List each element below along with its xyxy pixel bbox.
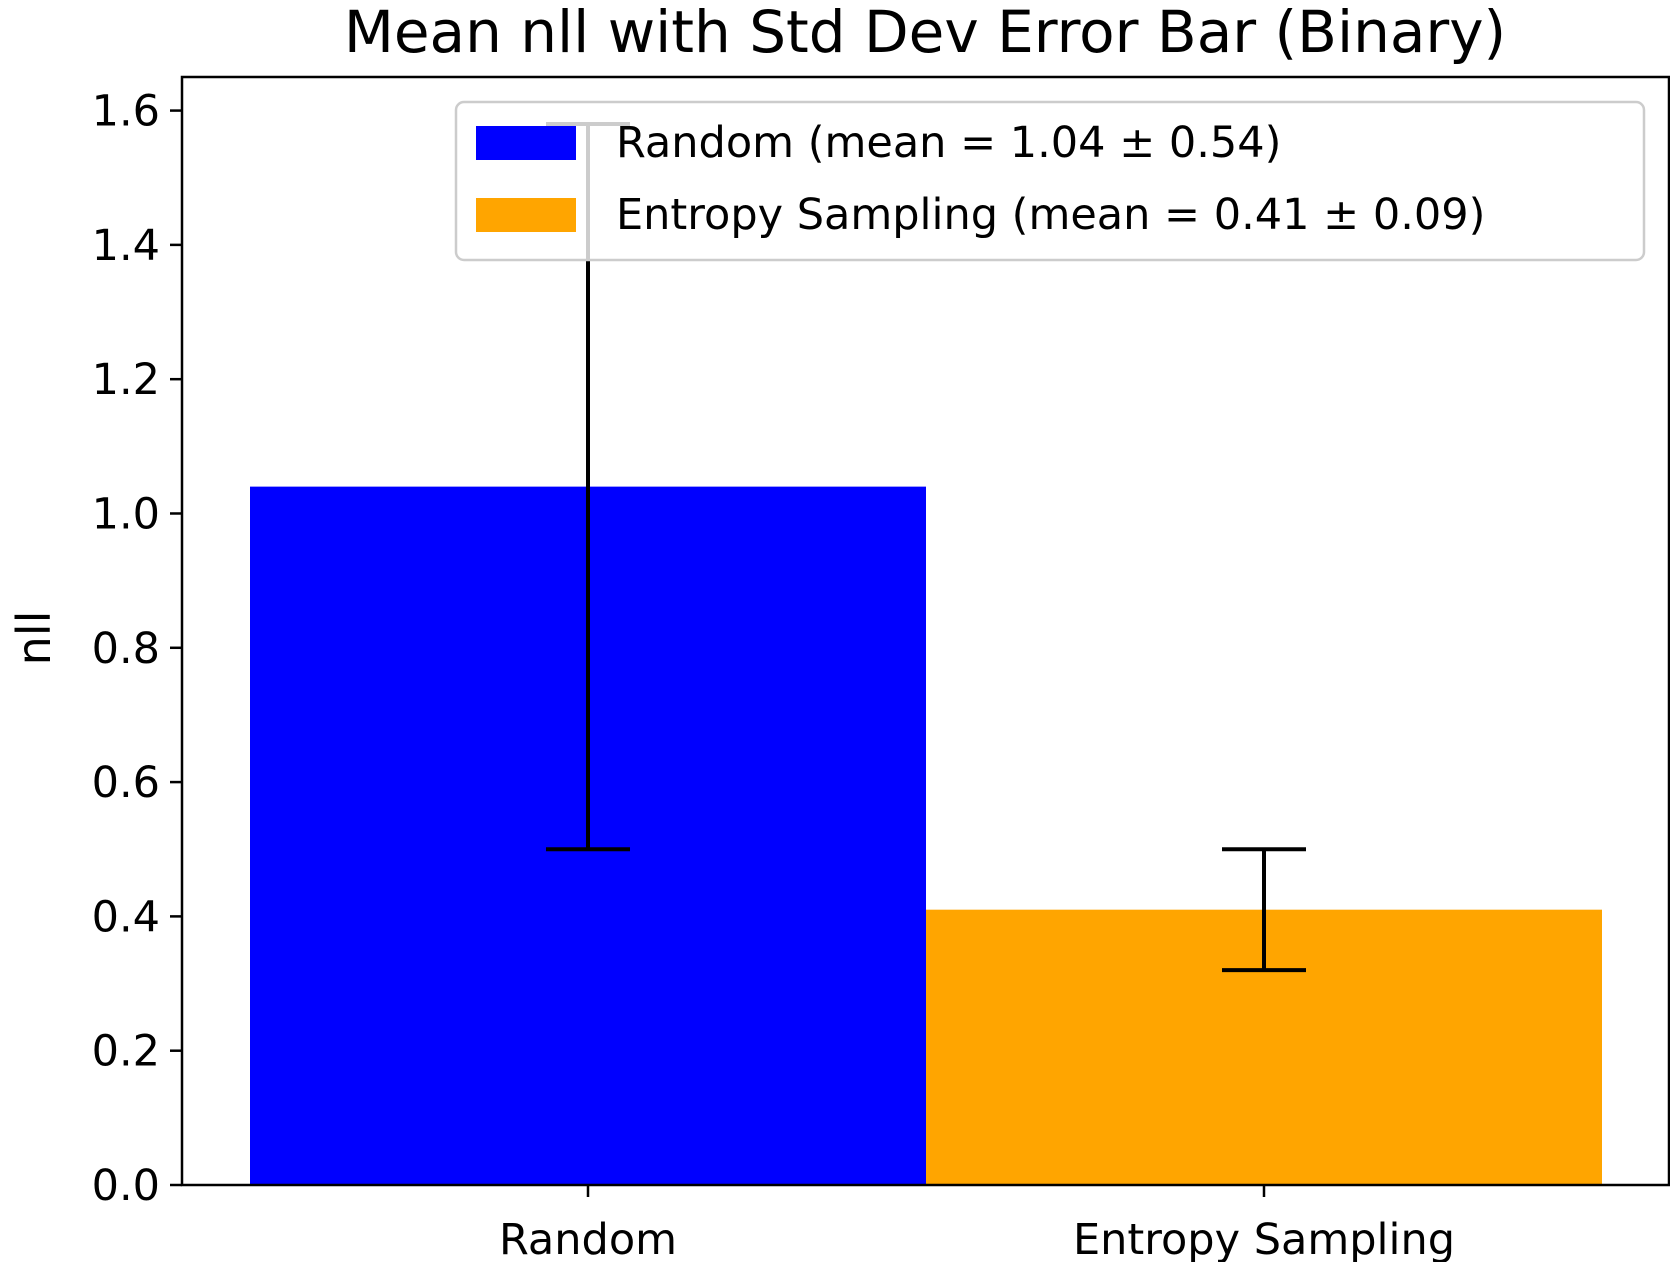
legend-box <box>454 100 1646 262</box>
legend: Random (mean = 1.04 ± 0.54) Entropy Sampl… <box>454 100 1646 262</box>
bars-layer <box>250 486 1602 1185</box>
y-tick-label: 0.2 <box>92 1027 160 1077</box>
legend-swatch-1 <box>476 198 576 232</box>
plot-frame <box>180 75 1670 1187</box>
legend-swatch-0 <box>476 126 576 160</box>
y-tick-label: 1.4 <box>92 221 160 271</box>
y-axis-label: nll <box>7 611 61 666</box>
chart-title: Mean nll with Std Dev Error Bar (Binary) <box>344 0 1506 66</box>
x-ticks: Random Entropy Sampling <box>499 1185 1455 1262</box>
y-tick-label: 0.4 <box>92 892 160 942</box>
y-tick-label: 1.2 <box>92 355 160 405</box>
y-tick-label: 0.0 <box>92 1161 160 1211</box>
x-tick-label: Random <box>499 1215 677 1262</box>
legend-label-0: Random (mean = 1.04 ± 0.54) <box>616 118 1281 168</box>
y-tick-label: 0.6 <box>92 758 160 808</box>
y-tick-label: 1.0 <box>92 489 160 539</box>
x-tick-label: Entropy Sampling <box>1073 1215 1455 1262</box>
y-tick-label: 0.8 <box>92 624 160 674</box>
legend-label-1: Entropy Sampling (mean = 0.41 ± 0.09) <box>616 190 1485 240</box>
y-tick-label: 1.6 <box>92 87 160 137</box>
y-ticks: 0.0 0.2 0.4 0.6 0.8 1.0 1.2 1.4 1.6 <box>92 87 182 1211</box>
